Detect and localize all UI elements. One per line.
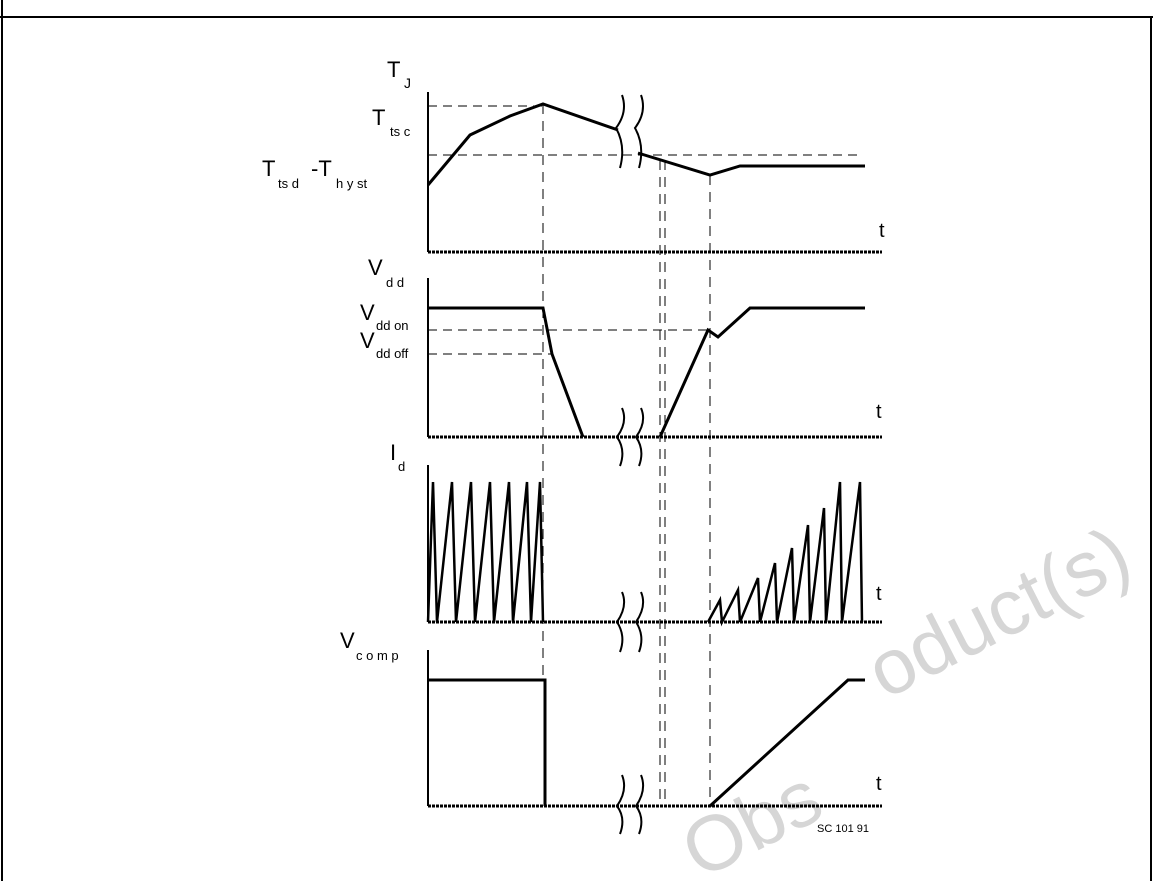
vcomp-curve bbox=[428, 678, 547, 806]
tj-curve-after-break bbox=[637, 151, 865, 177]
t-axis-label-2: t bbox=[876, 401, 882, 423]
timing-markers bbox=[542, 104, 711, 806]
vcomp-curve-after-break bbox=[708, 678, 865, 808]
time-break-symbols bbox=[614, 94, 645, 835]
vddoff-label: V bbox=[360, 328, 375, 353]
t-axis-label-4: t bbox=[876, 773, 882, 795]
thyst-label: -T bbox=[311, 156, 332, 181]
ttsc-label-sub: ts c bbox=[390, 124, 411, 139]
id-pulses-left bbox=[426, 481, 545, 623]
vddoff-label-sub: dd off bbox=[376, 346, 409, 361]
vcomp-label: V bbox=[340, 628, 355, 653]
vdd-label: V bbox=[368, 255, 383, 280]
tj-label-sub: J bbox=[404, 75, 411, 91]
reference-code: SC 101 91 bbox=[817, 823, 869, 835]
t-axis-label-3: t bbox=[876, 583, 882, 605]
panel-vcomp: V c o m p t SC 101 91 bbox=[340, 628, 882, 835]
vdd-curve-after-break bbox=[658, 306, 865, 438]
id-pulses-right bbox=[706, 481, 864, 627]
tj-label: T bbox=[387, 57, 400, 82]
vdd-curve bbox=[428, 306, 585, 438]
ttsd-label-sub: ts d bbox=[278, 176, 299, 191]
thyst-label-sub: h y st bbox=[336, 176, 367, 191]
ttsc-label: T bbox=[372, 105, 385, 130]
panel-id: I d t bbox=[390, 440, 882, 627]
panel-vdd: V d d V dd on V dd off t bbox=[360, 255, 882, 439]
vdd-label-sub: d d bbox=[386, 275, 404, 290]
watermark-bottom: Obs bbox=[668, 752, 835, 881]
ttsd-label: T bbox=[262, 156, 275, 181]
t-axis-label-1: t bbox=[879, 220, 885, 242]
vcomp-label-sub: c o m p bbox=[356, 648, 399, 663]
panel-tj: T J T ts c T ts d -T h y st t bbox=[262, 57, 885, 254]
id-label-sub: d bbox=[398, 459, 405, 474]
watermark-right: oduct(s) bbox=[853, 509, 1144, 715]
vddon-label-sub: dd on bbox=[376, 318, 409, 333]
id-label: I bbox=[390, 440, 396, 465]
vddon-label: V bbox=[360, 300, 375, 325]
tj-curve bbox=[426, 102, 619, 186]
